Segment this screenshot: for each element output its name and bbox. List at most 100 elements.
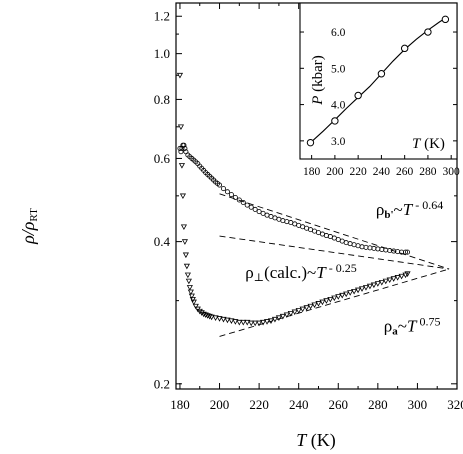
inset-x-tick-label: 260 [396,166,414,178]
rho-a-point [216,316,223,322]
rho-a-point [256,320,263,327]
rho-a-point [200,311,207,318]
rho-a-point [283,312,290,319]
rho-b-point [355,243,361,249]
rho-a-point [279,313,286,320]
main-y-tick-label: 1.2 [154,9,170,24]
inset-point [306,138,315,147]
rho-b-point [343,240,349,246]
rho-b-point [256,209,262,215]
main-x-tick-label: 200 [210,397,230,412]
rho-a-point [275,315,282,321]
inset-x-tick-label: 200 [326,166,344,178]
rho-a-point [187,289,194,296]
rho-a-point [394,275,401,281]
inset-x-axis-label: T (K) [412,136,445,152]
rho-a-point [252,320,259,327]
rho-a-point [307,303,314,310]
rho-a-point [179,193,187,200]
rho-a-point [204,313,211,319]
main-y-tick-label: 0.4 [154,234,171,249]
rho-b-point [228,192,234,198]
rho-b-point [248,204,254,210]
rho-b-point [347,241,353,247]
rho-a-point [188,293,195,300]
rho-a-point [386,277,393,284]
rho-a-point [287,311,294,317]
main-y-tick-label: 1.0 [154,46,170,61]
rho-a-point [190,299,197,306]
inset-frame [299,2,458,160]
rho-a-point [263,319,271,325]
rho-b-point [181,142,187,148]
rho-a-point [248,320,255,327]
rho-a-point [291,309,298,316]
main-x-tick-label: 180 [170,397,190,412]
rho-a-point [327,296,334,303]
inset-y-tick-label: 5.0 [331,63,346,75]
rho-a-point [370,282,377,289]
main-x-tick-label: 280 [368,397,388,412]
rho-a-point [358,286,366,292]
rho-a-point [319,299,326,306]
inset-x-tick-label: 180 [303,166,321,178]
rho-b-point [240,200,246,206]
inset-y-tick-label: 6.0 [331,27,346,39]
rho-b-point [371,245,377,251]
rho-a-point [186,285,193,291]
rho-a-point [347,290,354,296]
rho-a-point [378,280,385,286]
annotation-rho-perp: ρ⊥(calc.)~T - 0.25 [245,261,356,284]
rho-a-point [398,273,405,280]
inset-y-tick-label: 4.0 [331,100,346,112]
inset-y-axis-label: P (kbar) [310,55,326,106]
main-y-axis-label: ρ/ρRT [18,208,40,245]
rho-a-point [184,272,191,279]
rho-b-point [224,189,230,195]
inset-y-tick-label: 3.0 [331,136,346,148]
rho-b-point [359,244,365,250]
rho-a-point [208,314,215,321]
fit-line [219,193,450,270]
rho-b-point [236,197,242,203]
rho-a-point [374,281,381,287]
main-chart: 180 200 220 240 260 280 300 320 0.2 0.4 0.6 0.8 1.0 1… [18,2,463,451]
rho-a-point [315,301,322,307]
annotation-rho-a: ρa~T 0.75 [384,315,441,338]
rho-a-point [181,239,188,245]
inset-point [400,44,409,53]
rho-a-point [323,298,330,304]
rho-a-point [192,303,199,310]
rho-a-point [351,288,358,295]
main-x-tick-label: 240 [289,397,309,412]
rho-a-point [220,316,227,323]
inset-x-tick-label: 300 [443,166,461,178]
fit-line [219,235,450,270]
rho-a-point [232,319,239,325]
rho-a-point [299,306,306,313]
rho-b-point [217,182,223,188]
rho-a-point [206,313,213,320]
rho-a-point [404,271,411,277]
main-x-tick-label: 220 [249,397,269,412]
rho-b-point [252,206,258,212]
rho-a-point [178,163,186,169]
rho-a-point [183,263,190,270]
main-y-tick-label: 0.2 [154,376,170,391]
rho-b-point [220,186,226,192]
rho-a-point [224,317,231,324]
rho-a-point [311,302,318,308]
rho-b-point [177,145,183,151]
rho-b-point [403,249,409,255]
inset-point [354,91,362,100]
rho-a-point [236,319,243,326]
rho-a-point [177,124,185,131]
rho-a-point [259,319,267,326]
rho-b-point [367,245,373,251]
inset-x-tick-label: 240 [373,166,391,178]
rho-a-point [240,319,247,326]
rho-a-point [189,296,196,303]
rho-b-point [375,246,381,252]
